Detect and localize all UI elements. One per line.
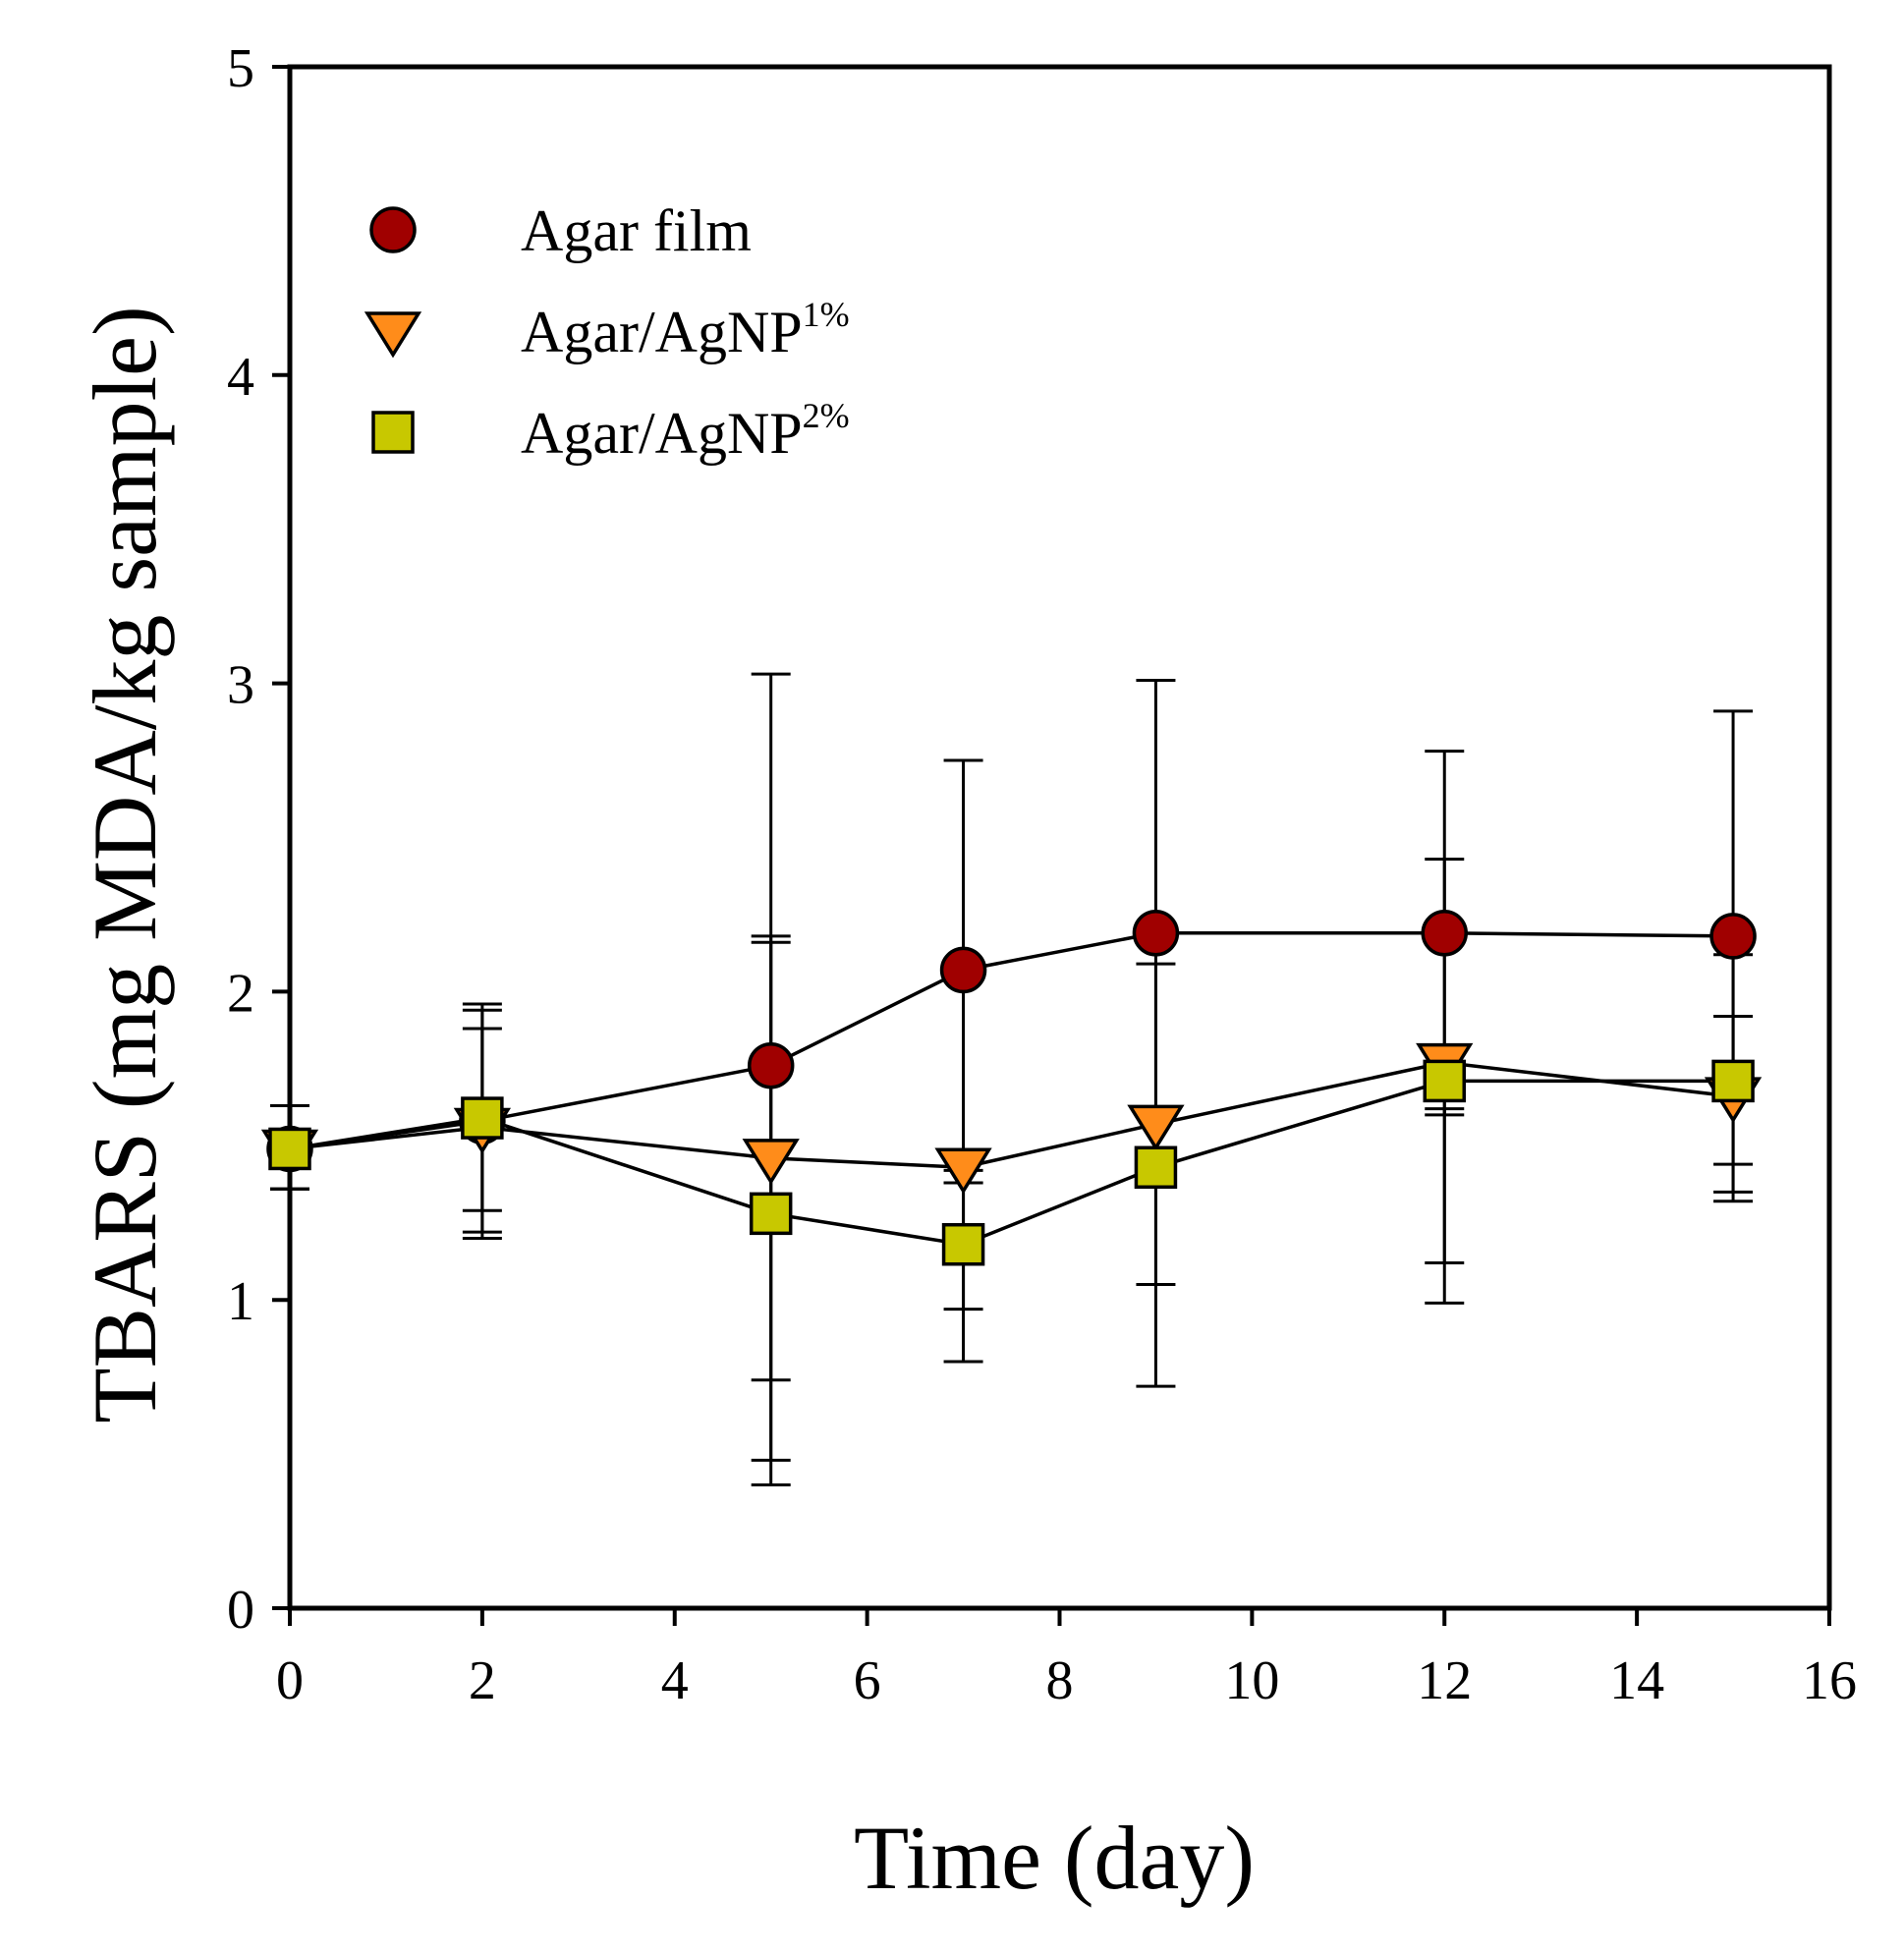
x-tick-label: 2 xyxy=(469,1650,496,1711)
x-tick-label: 16 xyxy=(1802,1650,1857,1711)
legend-label: Agar/AgNP1% xyxy=(521,295,850,364)
series-lines xyxy=(289,931,1734,1247)
data-point xyxy=(1423,1059,1466,1103)
series-points xyxy=(260,910,1763,1266)
x-tick-label: 8 xyxy=(1046,1650,1074,1711)
legend-superscript: 1% xyxy=(803,295,850,334)
data-point xyxy=(747,1041,795,1089)
y-tick-label: 0 xyxy=(227,1580,254,1641)
legend: Agar film Agar/AgNP1% Agar/AgNP2% xyxy=(364,198,850,466)
x-tick-label: 0 xyxy=(276,1650,304,1711)
plot-frame xyxy=(287,64,1832,1611)
data-point xyxy=(1421,910,1468,957)
data-point xyxy=(1709,913,1757,960)
data-point xyxy=(1711,1059,1755,1103)
legend-marker xyxy=(371,411,415,454)
data-point xyxy=(1127,1104,1185,1151)
x-tick-label: 6 xyxy=(854,1650,881,1711)
y-tick-label: 2 xyxy=(227,963,254,1024)
data-point xyxy=(934,1147,992,1195)
legend-marker xyxy=(369,206,417,253)
y-tick-label: 4 xyxy=(227,347,254,408)
x-tick-label: 4 xyxy=(661,1650,689,1711)
data-point xyxy=(742,1139,800,1186)
y-tick-label: 1 xyxy=(227,1271,254,1332)
y-axis-title: TBARS (mg MDA/kg sample) xyxy=(75,306,175,1423)
data-point xyxy=(941,1222,985,1266)
series-line xyxy=(289,931,1734,1151)
data-point xyxy=(461,1096,504,1140)
legend-label: Agar film xyxy=(521,198,752,263)
y-tick-label: 5 xyxy=(227,38,254,99)
legend-superscript: 2% xyxy=(803,396,850,435)
data-point xyxy=(268,1127,311,1171)
data-point xyxy=(749,1192,793,1236)
data-point xyxy=(1134,1145,1178,1190)
legend-label: Agar/AgNP2% xyxy=(521,396,850,466)
data-point xyxy=(1132,910,1180,957)
data-point xyxy=(939,946,987,994)
legend-marker xyxy=(364,311,422,359)
x-tick-label: 10 xyxy=(1224,1650,1279,1711)
x-axis-title: Time (day) xyxy=(854,1808,1255,1908)
y-tick-label: 3 xyxy=(227,655,254,716)
x-tick-label: 12 xyxy=(1417,1650,1472,1711)
series-line xyxy=(289,1079,1734,1247)
x-tick-label: 14 xyxy=(1609,1650,1664,1711)
